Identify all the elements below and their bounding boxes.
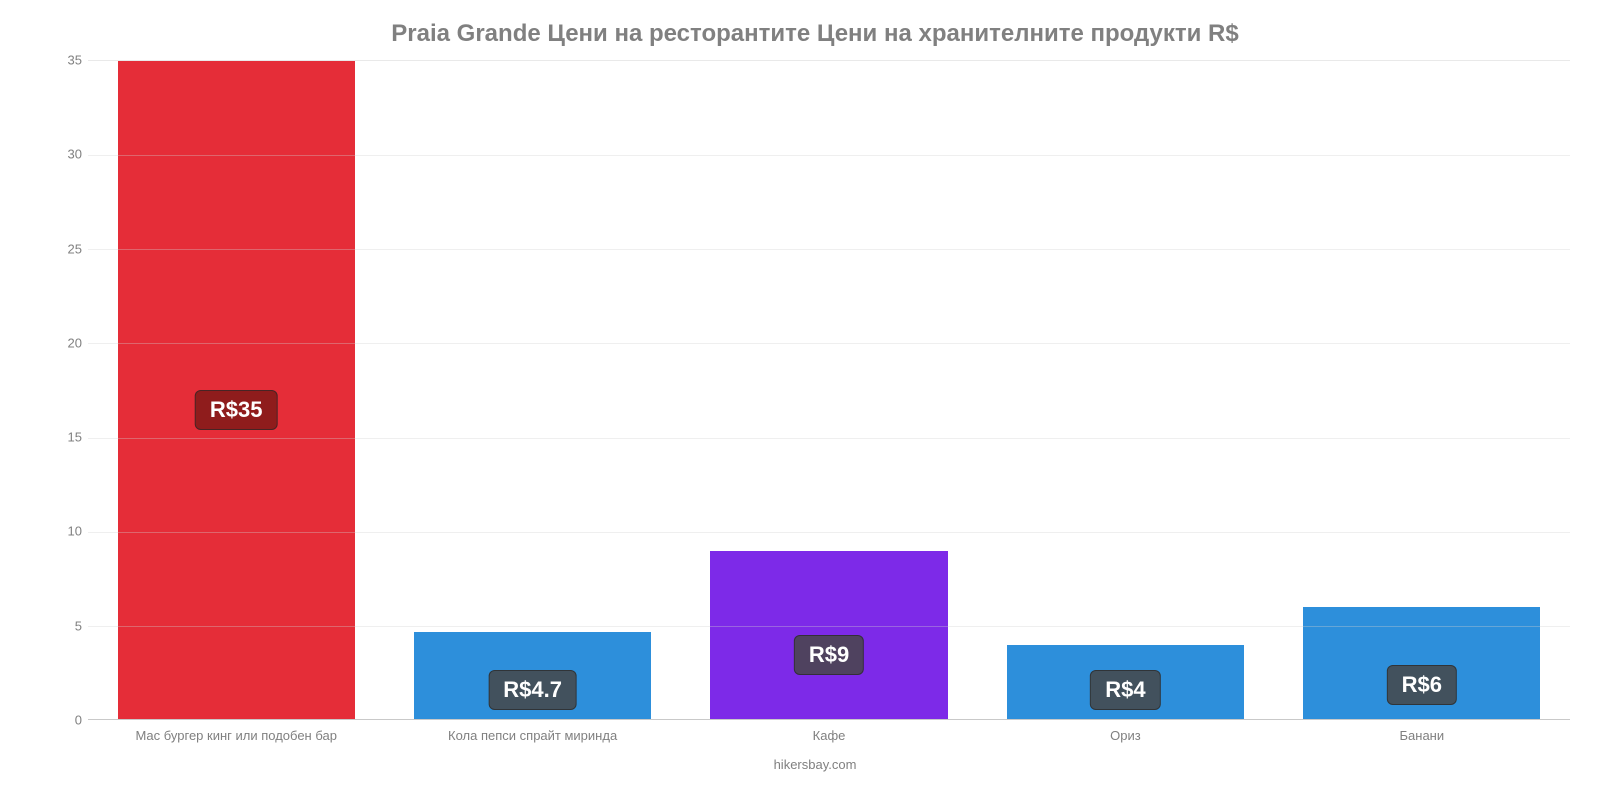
x-baseline — [88, 719, 1570, 720]
chart-container: Praia Grande Цени на ресторантите Цени н… — [0, 0, 1600, 800]
x-tick-label: Мас бургер кинг или подобен бар — [88, 728, 384, 743]
bar: R$4.7 — [414, 632, 651, 720]
bar-slot: R$6 — [1274, 61, 1570, 720]
y-tick-label: 20 — [68, 335, 82, 350]
value-badge: R$4 — [1090, 670, 1160, 710]
x-tick-label: Кафе — [681, 728, 977, 743]
bars-layer: R$35 R$4.7 R$9 R$4 R$6 — [88, 61, 1570, 720]
gridline — [88, 532, 1570, 533]
x-tick-label: Банани — [1274, 728, 1570, 743]
value-badge: R$4.7 — [488, 670, 577, 710]
bar-slot: R$4 — [977, 61, 1273, 720]
gridline — [88, 438, 1570, 439]
chart-footer: hikersbay.com — [60, 757, 1570, 772]
plot-wrap: 05101520253035 R$35R$4.7R$9R$4R$6 — [60, 60, 1570, 720]
x-tick-label: Кола пепси спрайт миринда — [384, 728, 680, 743]
value-badge: R$35 — [195, 390, 278, 430]
y-tick-label: 15 — [68, 430, 82, 445]
bar: R$4 — [1007, 645, 1244, 720]
gridline — [88, 343, 1570, 344]
x-axis: Мас бургер кинг или подобен барКола пепс… — [88, 728, 1570, 743]
value-badge: R$6 — [1387, 665, 1457, 705]
bar: R$35 — [118, 61, 355, 720]
gridline — [88, 155, 1570, 156]
plot-area: R$35 R$4.7 R$9 R$4 R$6 — [88, 60, 1570, 720]
y-tick-label: 0 — [75, 713, 82, 728]
bar: R$9 — [710, 551, 947, 720]
y-axis: 05101520253035 — [60, 60, 88, 720]
y-tick-label: 5 — [75, 618, 82, 633]
gridline — [88, 249, 1570, 250]
bar-slot: R$9 — [681, 61, 977, 720]
value-badge: R$9 — [794, 635, 864, 675]
bar-slot: R$35 — [88, 61, 384, 720]
bar-slot: R$4.7 — [384, 61, 680, 720]
y-tick-label: 25 — [68, 241, 82, 256]
y-tick-label: 10 — [68, 524, 82, 539]
y-tick-label: 30 — [68, 147, 82, 162]
chart-title: Praia Grande Цени на ресторантите Цени н… — [60, 20, 1570, 48]
gridline — [88, 626, 1570, 627]
bar: R$6 — [1303, 607, 1540, 720]
y-tick-label: 35 — [68, 53, 82, 68]
x-tick-label: Ориз — [977, 728, 1273, 743]
